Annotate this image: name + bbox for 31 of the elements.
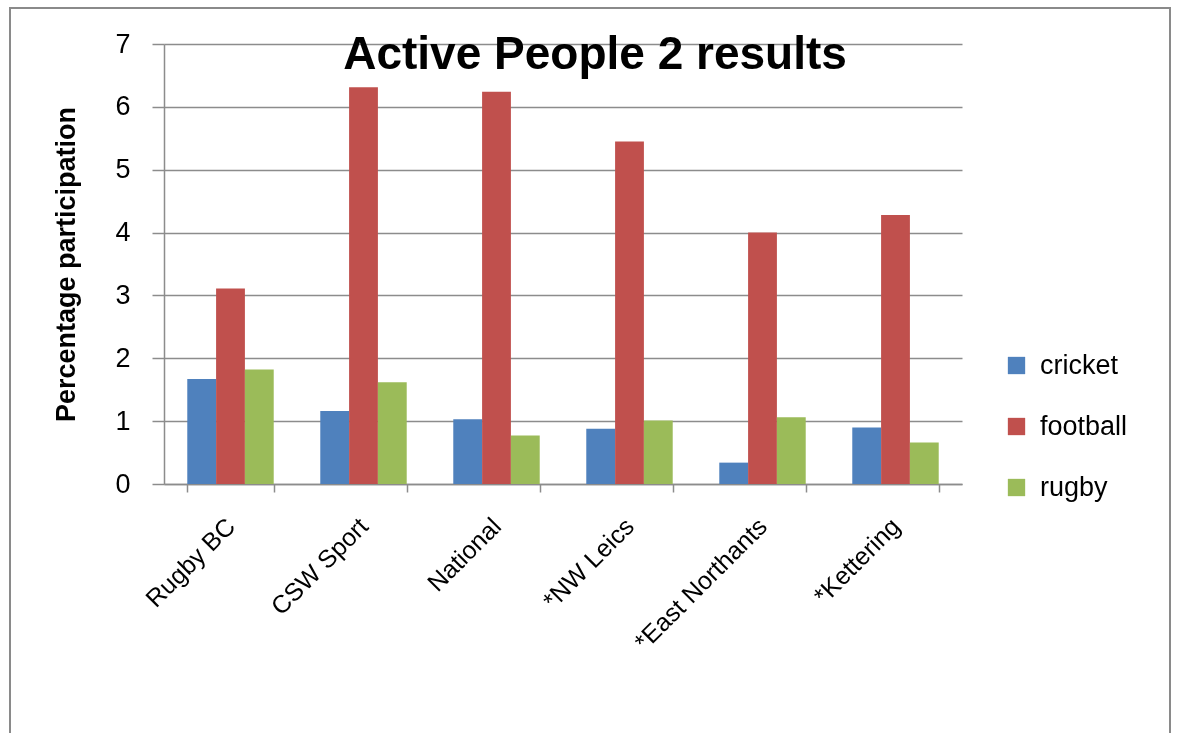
bar [748, 232, 777, 484]
y-axis-title: Percentage participation [51, 106, 82, 423]
bar [881, 214, 910, 484]
bar [909, 442, 939, 484]
legend-label: rugby [1040, 471, 1109, 502]
y-tick-label: 6 [115, 91, 131, 122]
bar [776, 417, 806, 484]
bar [586, 428, 616, 484]
bar [510, 435, 540, 484]
bar [244, 369, 274, 484]
bar [349, 87, 378, 484]
y-tick-label: 0 [115, 468, 131, 499]
bar [643, 420, 673, 484]
y-tick-label: 4 [115, 217, 131, 248]
chart-title: Active People 2 results [343, 27, 847, 79]
bar [719, 462, 749, 484]
bar [615, 141, 644, 484]
y-tick-label: 5 [115, 154, 131, 185]
y-tick-label: 7 [115, 28, 131, 59]
bar [453, 419, 483, 484]
y-tick-label: 2 [115, 342, 131, 373]
bar [320, 411, 350, 484]
bar [377, 382, 407, 484]
bar [852, 427, 882, 484]
legend-label: cricket [1040, 349, 1119, 380]
bar [187, 379, 217, 484]
y-tick-label: 3 [115, 279, 131, 310]
bar [216, 288, 245, 484]
bar [482, 91, 511, 484]
legend-label: football [1040, 410, 1128, 441]
y-tick-label: 1 [115, 405, 131, 436]
